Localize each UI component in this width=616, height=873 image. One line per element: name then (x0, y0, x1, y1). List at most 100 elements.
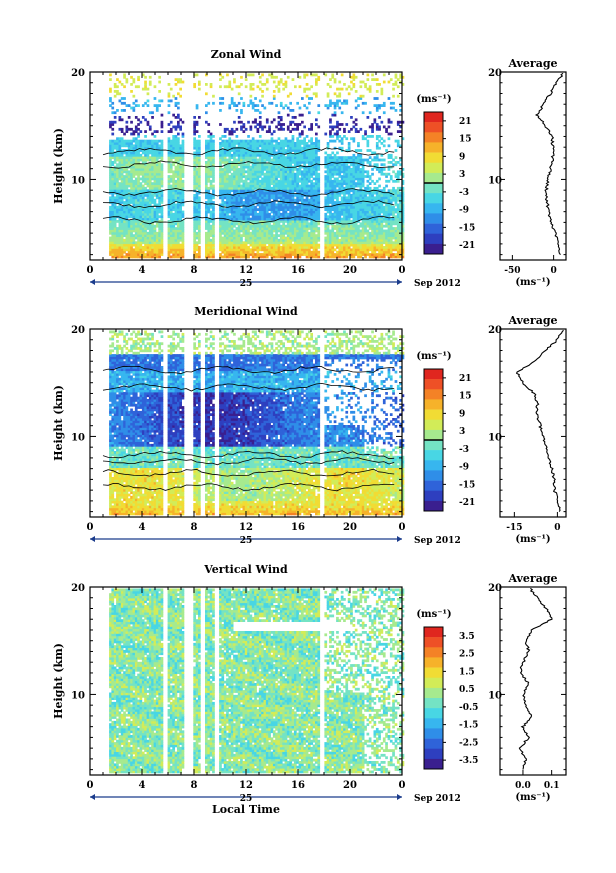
colorbar-tick-label: 15 (459, 135, 472, 145)
colorbar-swatch (424, 687, 443, 699)
colorbar-swatch (424, 677, 443, 689)
x-tick-label: 0 (399, 780, 406, 791)
y-axis-label: Height (km) (52, 643, 65, 719)
average-y-tick-label: 10 (488, 432, 502, 443)
colorbar-swatch (424, 213, 443, 224)
average-profile-line (518, 587, 553, 770)
average-x-tick-label: -50 (504, 266, 520, 276)
contour-line (102, 147, 395, 156)
colorbar-swatch (424, 162, 443, 174)
y-tick-label: 10 (71, 432, 85, 443)
average-y-tick-label: 20 (488, 325, 502, 336)
colorbar-swatch (424, 718, 443, 729)
colorbar-tick-label: 3 (459, 170, 465, 180)
colorbar-swatch (424, 667, 443, 678)
contour-line (102, 468, 395, 477)
x-tick-label: 20 (343, 780, 357, 791)
average-y-tick-label: 10 (488, 690, 502, 701)
colorbar-swatch (424, 627, 443, 638)
colorbar-tick-label: -3 (459, 445, 469, 455)
month-label: Sep 2012 (414, 536, 461, 546)
contour-line (102, 382, 395, 392)
x-tick-label: 4 (139, 265, 146, 276)
y-tick-label: 20 (71, 68, 85, 79)
colorbar-swatch (424, 172, 443, 184)
month-label: Sep 2012 (414, 794, 461, 804)
colorbar-swatch (424, 728, 443, 739)
colorbar-frame (423, 626, 444, 770)
y-tick-label: 10 (71, 690, 85, 701)
x-tick-label: 8 (191, 265, 198, 276)
x-tick-label: 0 (399, 522, 406, 533)
colorbar-tick-label: -9 (459, 463, 469, 473)
average-title: Average (507, 572, 557, 585)
colorbar-unit: (ms⁻¹) (416, 351, 451, 362)
colorbar-swatch (424, 490, 443, 502)
average-x-label: (ms⁻¹) (515, 534, 550, 545)
average-x-tick-label: -15 (506, 523, 522, 533)
colorbar-swatch (424, 698, 443, 709)
colorbar-tick-label: -0.5 (459, 703, 478, 713)
colorbar-swatch (424, 142, 443, 153)
colorbar-swatch (424, 233, 443, 245)
day-line-arrow (90, 536, 95, 542)
contour-line (102, 457, 395, 466)
average-x-label: (ms⁻¹) (515, 277, 550, 288)
colorbar-swatch (424, 450, 443, 461)
colorbar-swatch (424, 132, 443, 143)
panel-2: Meridional Wind 0 4 8 12 16 20 0 25 Sep 2012 20 10 H… (52, 305, 567, 546)
average-y-tick-label: 10 (488, 175, 502, 186)
contour-line (102, 200, 395, 209)
colorbar-tick-label: -1.5 (459, 721, 478, 731)
heatmap-cells (109, 588, 405, 774)
x-tick-label: 16 (291, 780, 305, 791)
x-tick-label: 4 (139, 522, 146, 533)
x-tick-label: 0 (399, 265, 406, 276)
colorbar-tick-label: 0.5 (459, 685, 475, 695)
panel-title: Vertical Wind (203, 563, 288, 576)
colorbar-tick-label: 21 (459, 374, 472, 384)
colorbar-tick-label: 9 (459, 409, 465, 419)
day-line-arrow (90, 279, 95, 285)
panel-1: Zonal Wind 0 4 8 12 16 20 0 25 Sep 2012 20 10 Height… (52, 48, 567, 289)
average-x-tick-label: 0.1 (544, 781, 560, 791)
colorbar-swatch (424, 657, 443, 668)
colorbar-tick-label: 21 (459, 117, 472, 127)
x-tick-label: 12 (239, 780, 253, 791)
colorbar-tick-label: -3.5 (459, 756, 478, 766)
x-tick-label: 12 (239, 265, 253, 276)
colorbar-swatch (424, 389, 443, 400)
average-y-tick-label: 20 (488, 68, 502, 79)
day-label: 25 (240, 279, 253, 289)
colorbar-tick-label: -3 (459, 188, 469, 198)
colorbar-tick-label: 1.5 (459, 667, 475, 677)
y-axis-label: Height (km) (52, 128, 65, 204)
colorbar-tick-label: 15 (459, 392, 472, 402)
contour-line (102, 160, 395, 169)
colorbar-swatch (424, 152, 443, 163)
heatmap-cells (109, 73, 405, 259)
colorbar-swatch (424, 470, 443, 481)
colorbar-swatch (424, 500, 443, 512)
colorbar-swatch (424, 193, 443, 204)
month-label: Sep 2012 (414, 279, 461, 289)
average-x-label: (ms⁻¹) (515, 792, 550, 803)
average-y-tick-label: 20 (488, 583, 502, 594)
contour-line (102, 188, 395, 197)
contour-line (102, 216, 395, 225)
colorbar-swatch (424, 637, 443, 648)
x-tick-label: 20 (343, 522, 357, 533)
x-tick-label: 0 (87, 780, 94, 791)
y-tick-label: 10 (71, 175, 85, 186)
panel-3: Vertical Wind 0 4 8 12 16 20 0 25 Sep 2012 Local T… (52, 563, 567, 816)
x-tick-label: 20 (343, 265, 357, 276)
y-axis-label: Height (km) (52, 385, 65, 461)
average-frame (499, 71, 567, 261)
contour-line (102, 482, 395, 492)
colorbar-unit: (ms⁻¹) (416, 94, 451, 105)
colorbar-tick-label: 3 (459, 427, 465, 437)
average-x-tick-label: 0 (550, 266, 556, 276)
average-profile-line (534, 72, 564, 255)
x-axis-label: Local Time (212, 803, 280, 816)
